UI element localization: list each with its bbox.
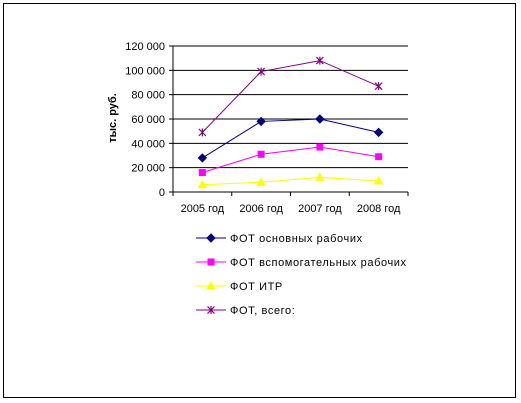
axes (169, 45, 409, 196)
data-point (257, 150, 265, 158)
y-tick-label: 40 000 (131, 138, 165, 150)
series-line (202, 176, 379, 186)
data-point (257, 67, 266, 76)
data-point (316, 143, 324, 151)
x-tick-label: 2006 год (239, 203, 283, 215)
gridlines (173, 45, 408, 169)
data-point (374, 82, 383, 91)
legend-label: ФОТ вспомогательных рабочих (230, 257, 407, 269)
series-line (202, 118, 379, 159)
data-point (315, 172, 325, 181)
legend-item: ФОТ, всего: (196, 305, 295, 317)
series-line (202, 146, 379, 174)
data-point (315, 114, 325, 124)
data-point (256, 116, 266, 127)
data-point (207, 258, 215, 266)
series-lines (197, 56, 384, 189)
data-point (197, 179, 208, 189)
series-1 (197, 114, 384, 163)
y-tick-label: 100 000 (125, 65, 165, 77)
data-point (373, 176, 384, 185)
data-point (256, 177, 266, 186)
legend: ФОТ основных рабочих ФОТ вспомогательных … (196, 233, 407, 317)
data-point (198, 128, 207, 137)
legend-item: ФОТ вспомогательных рабочих (196, 257, 407, 269)
series-2 (198, 143, 383, 177)
y-tick-labels: 0 20 000 40 000 60 000 80 000 100 000 120 000 (125, 41, 165, 199)
series-3 (197, 172, 384, 189)
y-axis-label: тыс. руб. (107, 93, 119, 143)
data-point (373, 127, 384, 138)
data-point (198, 169, 206, 177)
series-line (202, 60, 379, 133)
x-tick-labels: 2005 год 2006 год 2007 год 2008 год (181, 203, 401, 215)
data-point (375, 153, 383, 161)
legend-label: ФОТ основных рабочих (230, 233, 363, 245)
data-point (315, 56, 324, 65)
y-tick-label: 60 000 (131, 114, 165, 126)
x-tick-label: 2005 год (181, 203, 225, 215)
series-4 (198, 56, 383, 137)
data-point (197, 153, 208, 163)
data-point (206, 233, 216, 243)
legend-label: ФОТ, всего: (230, 305, 295, 317)
chart-frame (3, 3, 516, 398)
y-tick-label: 120 000 (125, 41, 165, 53)
data-point (207, 306, 215, 314)
y-tick-label: 20 000 (131, 163, 165, 175)
legend-label: ФОТ ИТР (230, 281, 283, 293)
x-tick-label: 2007 год (298, 203, 342, 215)
legend-item: ФОТ ИТР (196, 280, 283, 293)
y-tick-label: 80 000 (131, 90, 165, 102)
data-point (206, 280, 216, 290)
y-tick-label: 0 (159, 187, 165, 199)
legend-item: ФОТ основных рабочих (196, 233, 363, 245)
x-tick-label: 2008 год (357, 203, 401, 215)
